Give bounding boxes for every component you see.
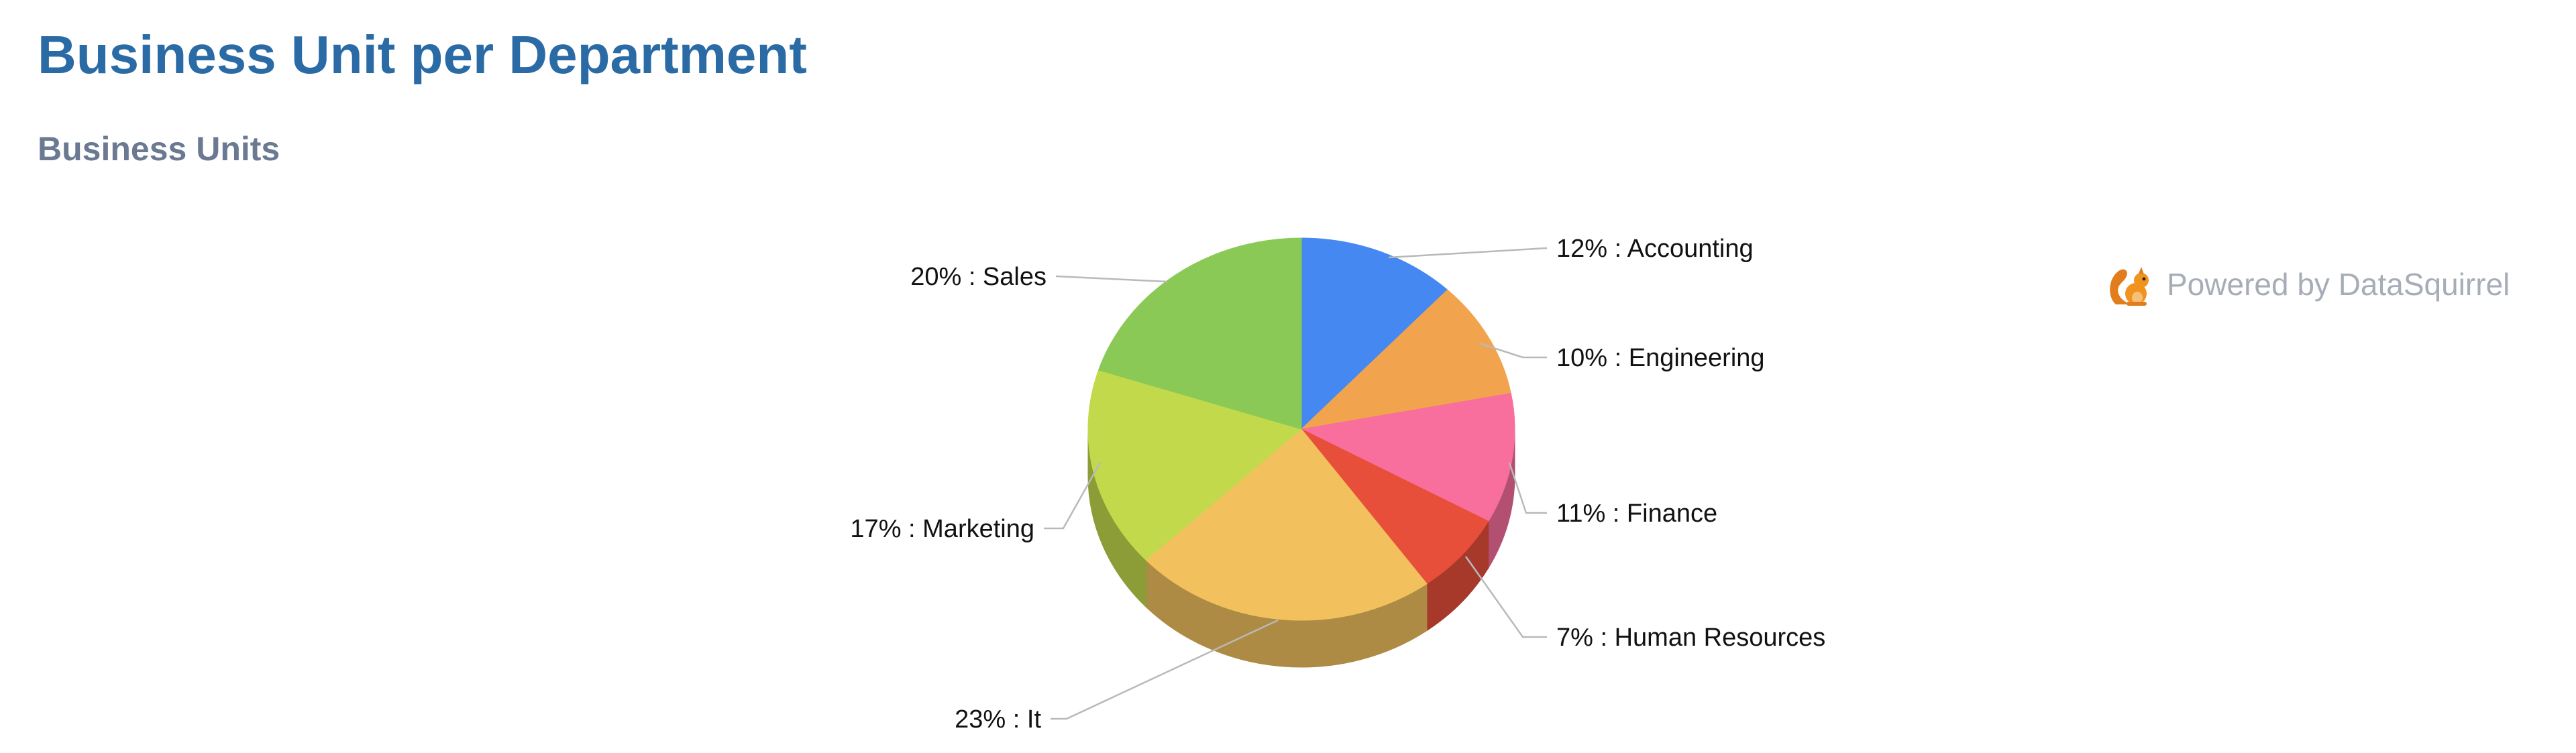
pie-slice-sales[interactable] — [1097, 237, 1302, 430]
pie-slice-it[interactable] — [1145, 428, 1428, 621]
leader-line — [1051, 619, 1279, 720]
leader-line — [1055, 275, 1168, 283]
pie-slice-marketing[interactable] — [1087, 369, 1303, 561]
pie-slice-finance[interactable] — [1300, 393, 1515, 522]
pie-slice-accounting[interactable] — [1301, 237, 1448, 430]
pie-slice-engineering[interactable] — [1300, 289, 1511, 430]
slice-label-it: 23% : It — [955, 705, 1041, 734]
slice-label-engineering: 10% : Engineering — [1556, 344, 1765, 372]
pie-top — [1087, 237, 1515, 621]
leader-line — [1464, 556, 1547, 638]
leader-line — [1508, 462, 1547, 514]
pie-slice-human-resources[interactable] — [1301, 428, 1489, 585]
slice-label-sales: 20% : Sales — [910, 263, 1046, 291]
section-title: Business Units — [38, 130, 280, 168]
slice-label-accounting: 12% : Accounting — [1556, 235, 1754, 263]
leader-line — [1388, 247, 1548, 259]
leader-line — [1044, 462, 1102, 530]
pie-sides — [1087, 428, 1515, 668]
powered-by-badge[interactable]: Powered by DataSquirrel — [2106, 260, 2510, 308]
squirrel-icon — [2106, 260, 2153, 308]
slice-label-finance: 11% : Finance — [1556, 500, 1717, 528]
leader-line — [1479, 342, 1547, 359]
page-title: Business Unit per Department — [38, 25, 807, 84]
powered-by-text: Powered by DataSquirrel — [2167, 267, 2510, 302]
slice-label-human-resources: 7% : Human Resources — [1556, 624, 1825, 652]
pie-labels: 12% : Accounting 10% : Engineering 11% : F… — [850, 235, 1825, 734]
slice-label-marketing: 17% : Marketing — [850, 515, 1034, 543]
